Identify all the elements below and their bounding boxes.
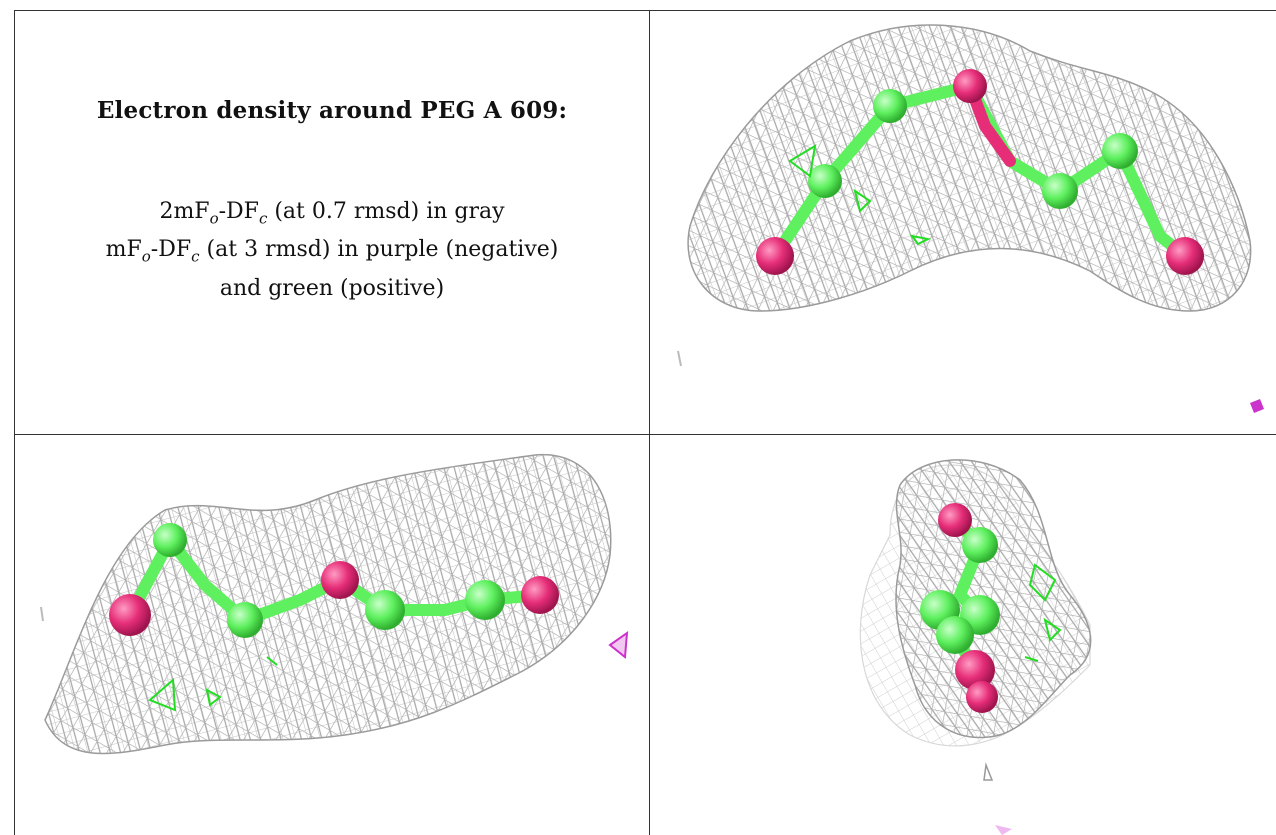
- legend-line-fofc: mFo-DFc (at 3 rmsd) in purple (negative): [105, 237, 559, 266]
- view-top-right: [650, 11, 1276, 434]
- density-render-bottom-right: [859, 459, 1092, 835]
- peg-molecule: [756, 69, 1204, 275]
- difference-density: [983, 563, 1062, 835]
- density-mesh: [44, 454, 612, 755]
- left-border: [14, 10, 15, 835]
- top-border: [14, 10, 1276, 11]
- figure-title: Electron density around PEG A 609:: [96, 97, 568, 124]
- view-bottom-left: [15, 435, 649, 835]
- figure-table: Electron density around PEG A 609: 2mFo-…: [14, 10, 1276, 835]
- legend-line-fofc-cont: and green (positive): [219, 275, 445, 301]
- middle-divider: [14, 434, 1276, 435]
- map-legend: 2mFo-DFc (at 0.7 rmsd) in gray mFo-DFc (…: [106, 196, 559, 304]
- legend-line-2fofc: 2mFo-DFc (at 0.7 rmsd) in gray: [159, 199, 505, 228]
- view-bottom-right: [650, 435, 1276, 835]
- density-mesh: [687, 24, 1252, 312]
- center-divider: [649, 10, 650, 835]
- peg-molecule: [920, 503, 1000, 713]
- difference-density: [677, 144, 1264, 413]
- density-render-bottom-left: [40, 454, 629, 755]
- difference-density: [40, 606, 629, 712]
- description-cell: Electron density around PEG A 609: 2mFo-…: [15, 11, 649, 434]
- peg-molecule: [109, 523, 559, 638]
- density-render-top-right: [677, 24, 1264, 413]
